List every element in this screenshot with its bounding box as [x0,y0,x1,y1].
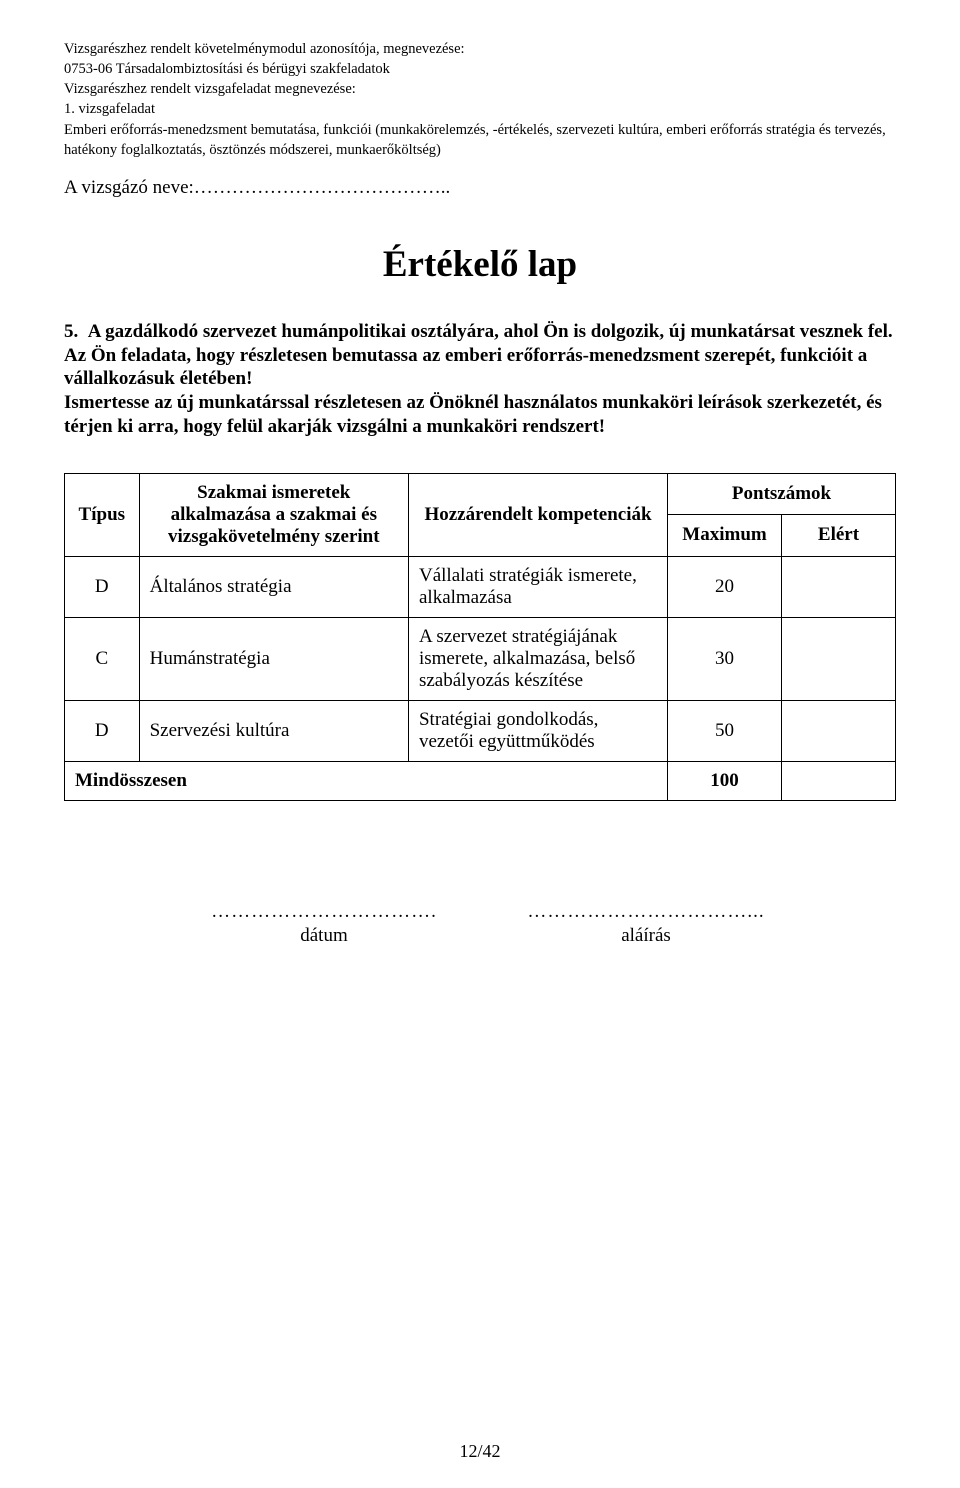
header-block: Vizsgarészhez rendelt követelménymodul a… [64,40,896,159]
col-header-skill: Szakmai ismeretek alkalmazása a szakmai … [139,473,408,556]
header-line-5: Emberi erőforrás-menedzsment bemutatása,… [64,121,896,139]
col-header-type: Típus [65,473,140,556]
date-cell: ……………………………. dátum [194,901,454,947]
task-paragraph-1: A gazdálkodó szervezet humánpolitikai os… [64,321,893,390]
col-header-scores: Pontszámok [668,473,896,515]
table-total-row: Mindösszesen 100 [65,761,896,800]
cell-skill: Általános stratégia [139,556,408,617]
col-header-got: Elért [781,515,895,557]
cell-got [781,700,895,761]
table-row: D Általános stratégia Vállalati stratégi… [65,556,896,617]
total-label: Mindösszesen [65,761,668,800]
cell-comp: Stratégiai gondolkodás, vezetői együttmű… [408,700,667,761]
table-row: D Szervezési kultúra Stratégiai gondolko… [65,700,896,761]
total-value: 100 [668,761,782,800]
cell-max: 50 [668,700,782,761]
header-line-1: Vizsgarészhez rendelt követelménymodul a… [64,40,896,58]
header-line-3: Vizsgarészhez rendelt vizsgafeladat megn… [64,80,896,98]
sign-cell: ……………………………... aláírás [516,901,776,947]
col-header-max: Maximum [668,515,782,557]
cell-skill: Humánstratégia [139,617,408,700]
header-line-6: hatékony foglalkoztatás, ösztönzés módsz… [64,141,896,159]
task-number: 5. [64,321,78,342]
cell-comp: Vállalati stratégiák ismerete, alkalmazá… [408,556,667,617]
page-number: 12/42 [0,1441,960,1462]
cell-skill: Szervezési kultúra [139,700,408,761]
evaluation-table: Típus Szakmai ismeretek alkalmazása a sz… [64,473,896,801]
cell-got [781,556,895,617]
cell-max: 30 [668,617,782,700]
cell-max: 20 [668,556,782,617]
date-label: dátum [194,925,454,947]
page-title: Értékelő lap [64,243,896,286]
cell-got [781,617,895,700]
header-line-4: 1. vizsgafeladat [64,100,896,118]
cell-comp: A szervezet stratégiájának ismerete, alk… [408,617,667,700]
examinee-name-line: A vizsgázó neve:………………………………….. [64,177,896,199]
col-header-comp: Hozzárendelt kompetenciák [408,473,667,556]
table-row: C Humánstratégia A szervezet stratégiájá… [65,617,896,700]
signature-row: ……………………………. dátum ……………………………... aláírá… [64,901,896,947]
task-paragraph-2: Ismertesse az új munkatárssal részletese… [64,391,896,439]
sign-dots: ……………………………... [527,901,764,922]
cell-type: D [65,556,140,617]
task-text: 5. A gazdálkodó szervezet humánpolitikai… [64,320,896,439]
cell-type: D [65,700,140,761]
cell-type: C [65,617,140,700]
header-line-2: 0753-06 Társadalombiztosítási és bérügyi… [64,60,896,78]
total-got [781,761,895,800]
sign-label: aláírás [516,925,776,947]
date-dots: ……………………………. [211,901,437,922]
